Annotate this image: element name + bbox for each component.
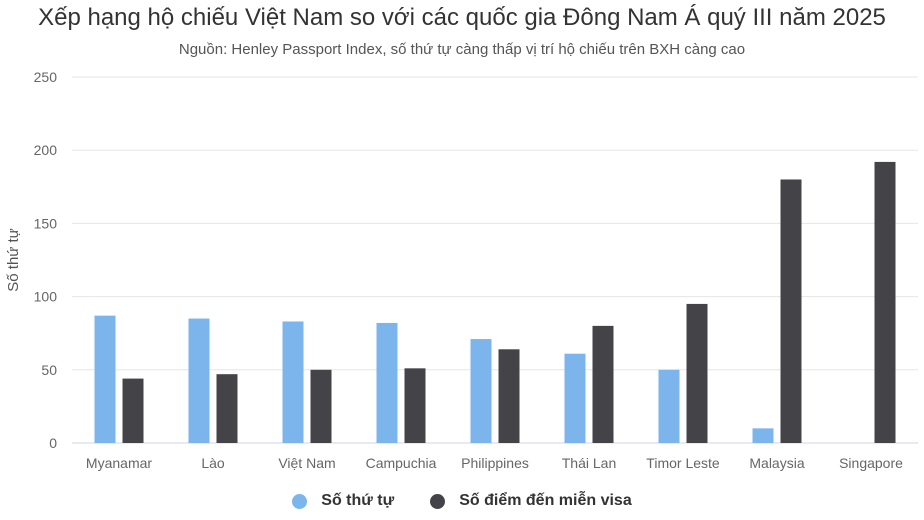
bar-rank — [658, 369, 680, 443]
bar-rank — [282, 321, 304, 443]
x-tick-label: Campuchia — [366, 455, 437, 471]
bar-visa-free — [404, 368, 426, 443]
bar-rank — [470, 339, 492, 443]
y-tick-label: 150 — [34, 215, 58, 231]
legend-swatch-visa-free — [430, 493, 446, 509]
legend-item-rank[interactable]: Số thứ tự — [292, 492, 394, 510]
bar-rank — [188, 318, 210, 443]
bar-visa-free — [780, 179, 802, 444]
gridlines — [72, 76, 918, 444]
legend: Số thứ tự Số điểm đến miễn visa — [0, 492, 924, 510]
bar-visa-free — [498, 349, 520, 443]
x-axis-ticks: Myanamar Lào Việt Nam Campuchia Philippines T… — [86, 455, 903, 471]
bar-rank — [94, 315, 116, 443]
x-tick-label: Timor Leste — [646, 455, 720, 471]
x-tick-label: Malaysia — [749, 455, 804, 471]
bar-visa-free — [216, 374, 238, 443]
legend-swatch-rank — [292, 493, 308, 509]
y-tick-label: 250 — [34, 69, 58, 85]
bars — [94, 161, 896, 444]
x-tick-label: Thái Lan — [562, 455, 616, 471]
bar-visa-free — [686, 303, 708, 443]
legend-item-visa-free[interactable]: Số điểm đến miễn visa — [430, 492, 632, 510]
y-axis-title: Số thứ tự — [5, 228, 22, 291]
chart-subtitle: Nguồn: Henley Passport Index, số thứ tự … — [178, 41, 746, 58]
y-tick-label: 200 — [34, 142, 58, 158]
legend-label-visa-free: Số điểm đến miễn visa — [459, 492, 632, 509]
bar-rank — [376, 322, 398, 443]
x-tick-label: Singapore — [839, 455, 903, 471]
y-tick-label: 50 — [41, 362, 57, 378]
chart-title: Xếp hạng hộ chiếu Việt Nam so với các qu… — [38, 4, 886, 31]
y-tick-label: 100 — [34, 289, 58, 305]
x-tick-label: Việt Nam — [278, 455, 335, 471]
legend-label-rank: Số thứ tự — [321, 492, 395, 509]
y-tick-label: 0 — [49, 435, 57, 451]
x-tick-label: Lào — [201, 455, 225, 471]
bar-chart: 0 50 100 150 200 250 Myanamar Lào Việt Nam Campu… — [5, 69, 918, 471]
bar-visa-free — [310, 369, 332, 443]
bar-visa-free — [874, 161, 896, 444]
y-axis-ticks: 0 50 100 150 200 250 — [34, 69, 58, 451]
x-tick-label: Philippines — [461, 455, 529, 471]
bar-visa-free — [592, 325, 614, 443]
bar-rank — [752, 428, 774, 443]
bar-visa-free — [122, 378, 144, 443]
x-tick-label: Myanamar — [86, 455, 152, 471]
bar-rank — [564, 353, 586, 443]
